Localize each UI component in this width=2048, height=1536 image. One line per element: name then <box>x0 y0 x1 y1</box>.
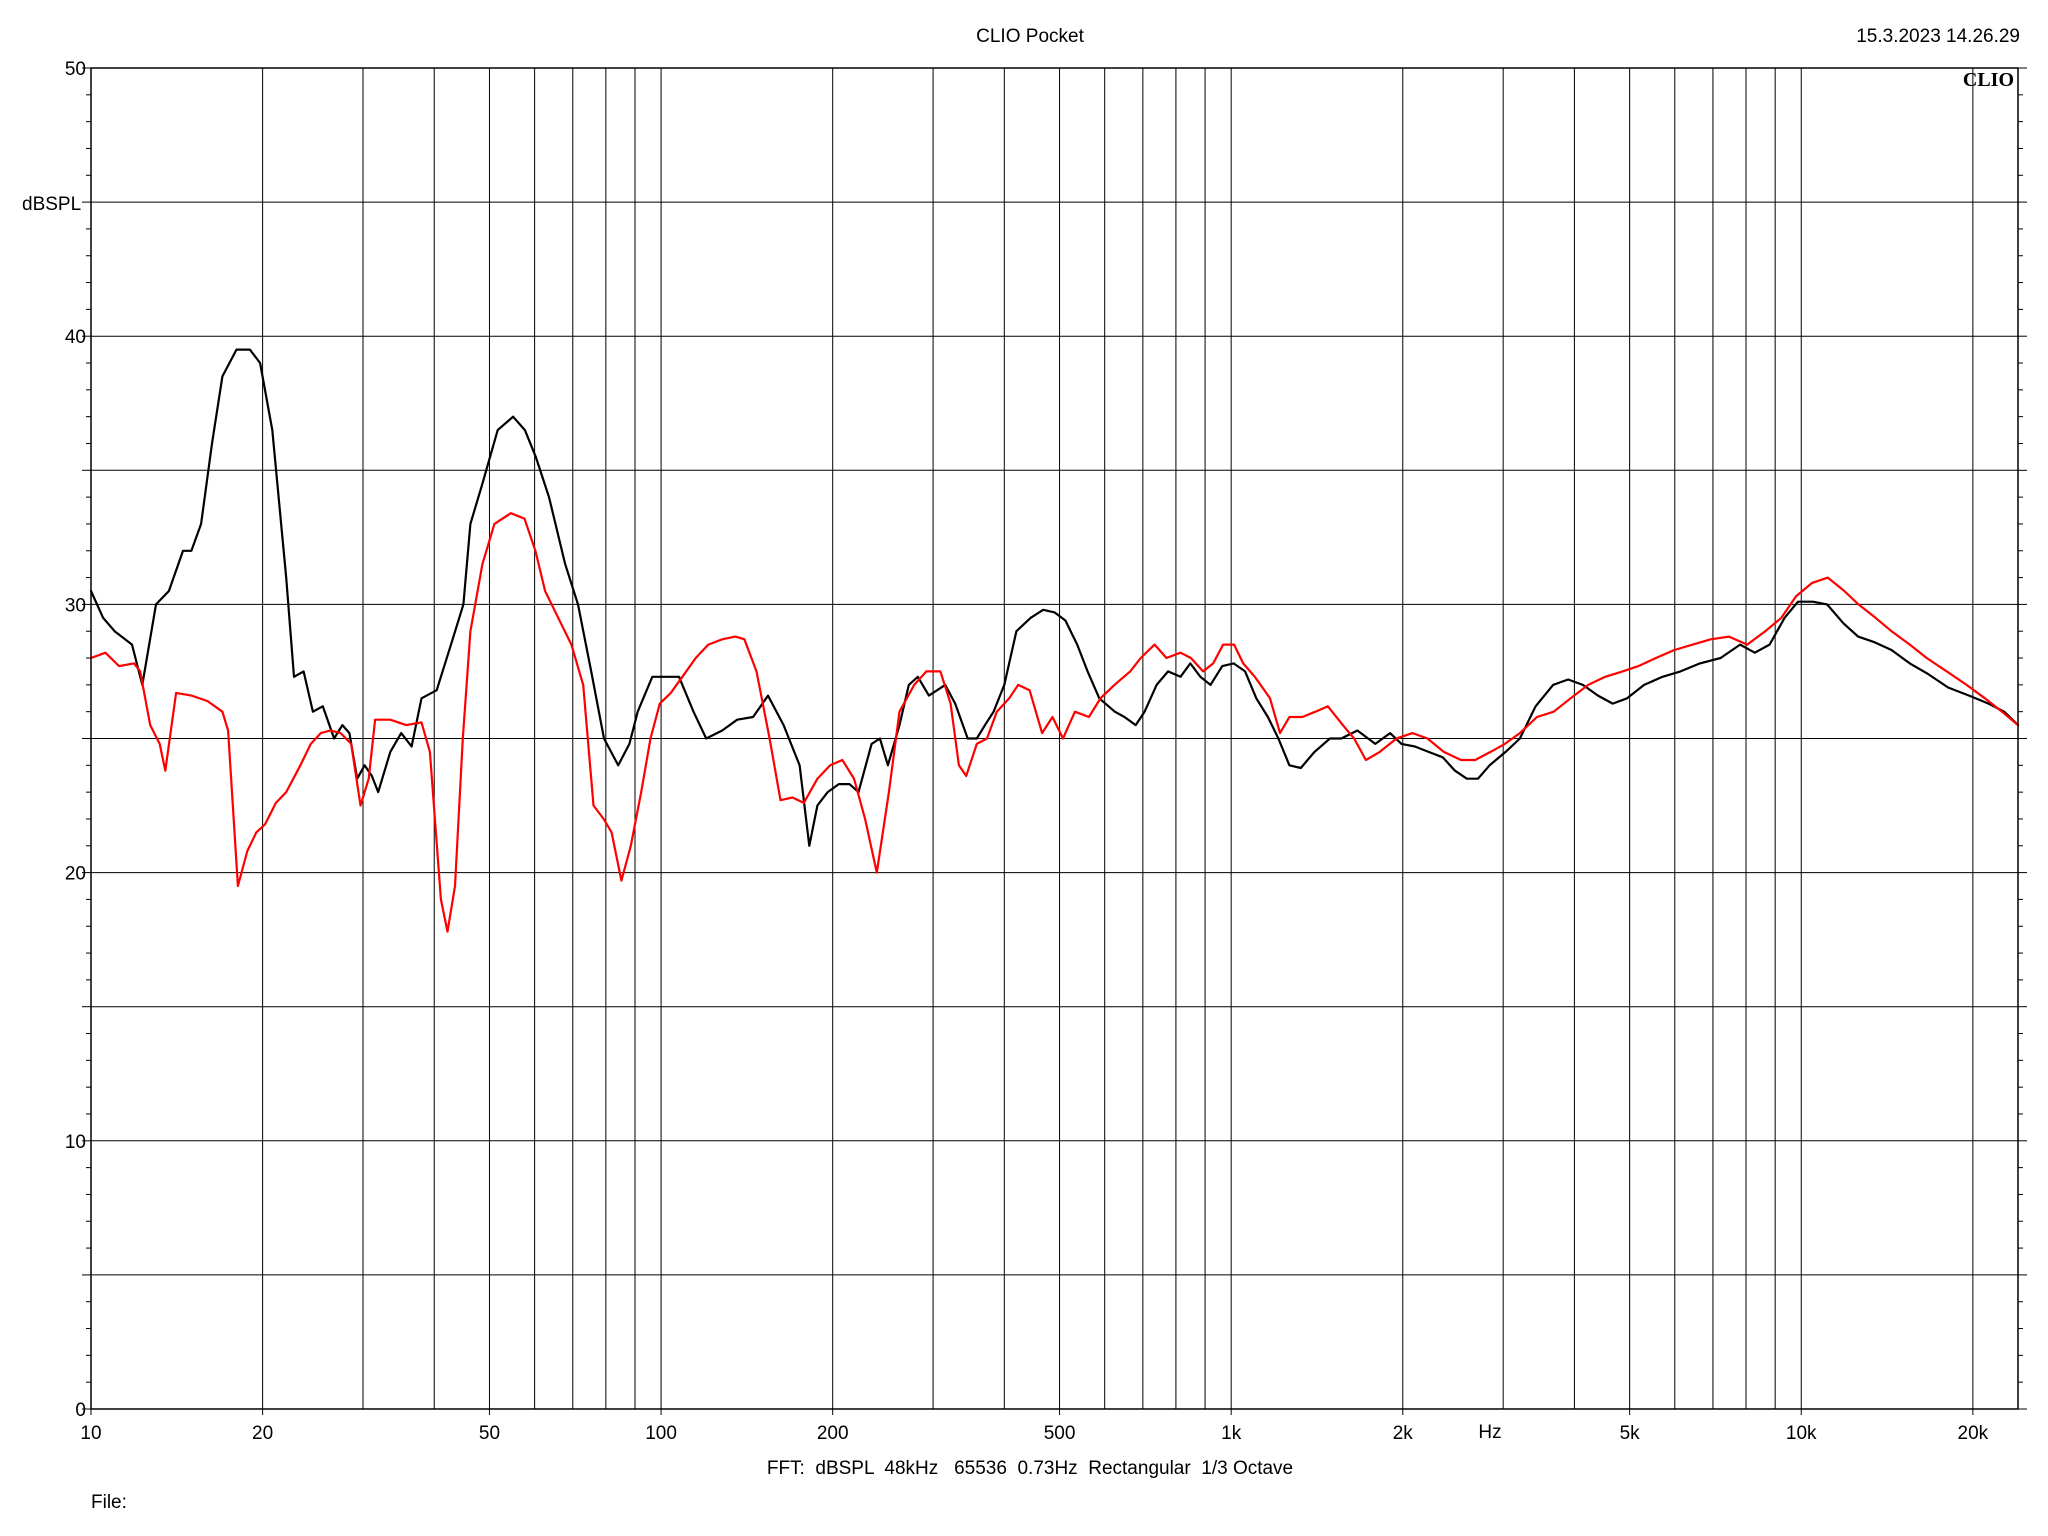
y-tick-label: 0 <box>75 1400 86 1421</box>
y-tick-label: 20 <box>65 864 86 885</box>
x-tick-label: 200 <box>817 1423 849 1444</box>
x-tick-label: 100 <box>645 1423 677 1444</box>
y-tick-label: 30 <box>65 595 86 616</box>
y-tick-label: 10 <box>65 1132 86 1153</box>
x-tick-label: 1k <box>1221 1423 1242 1444</box>
timestamp: 15.3.2023 14.26.29 <box>1856 26 2020 47</box>
x-axis-ticks: 10 20 50 100 200 500 1k 2k 5k 10k 20k <box>80 1409 1989 1444</box>
y-axis-ticks: 0 10 20 30 40 50 <box>65 59 2027 1421</box>
y-tick-label: 40 <box>65 327 86 348</box>
x-tick-label: 500 <box>1044 1423 1076 1444</box>
y-axis-label: dBSPL <box>22 194 81 215</box>
x-tick-label: 10k <box>1786 1423 1817 1444</box>
x-tick-label: 2k <box>1393 1423 1414 1444</box>
y-tick-label: 50 <box>65 59 86 80</box>
x-tick-label: 10 <box>80 1423 101 1444</box>
series-group <box>89 348 2020 933</box>
brand-logo: CLIO <box>1963 69 2014 91</box>
x-tick-label: 5k <box>1620 1423 1641 1444</box>
x-tick-label: 20k <box>1958 1423 1989 1444</box>
x-tick-label: 50 <box>479 1423 500 1444</box>
chart-title: CLIO Pocket <box>976 26 1084 47</box>
grid <box>91 68 2018 1409</box>
file-label: File: <box>91 1492 127 1513</box>
series-line-1 <box>89 348 2020 847</box>
plot-frame <box>90 67 2019 1410</box>
measurement-settings: FFT: dBSPL 48kHz 65536 0.73Hz Rectangula… <box>767 1458 1293 1479</box>
x-axis-label: Hz <box>1478 1422 1501 1443</box>
x-tick-label: 20 <box>252 1423 273 1444</box>
series-line-2 <box>89 512 2020 933</box>
